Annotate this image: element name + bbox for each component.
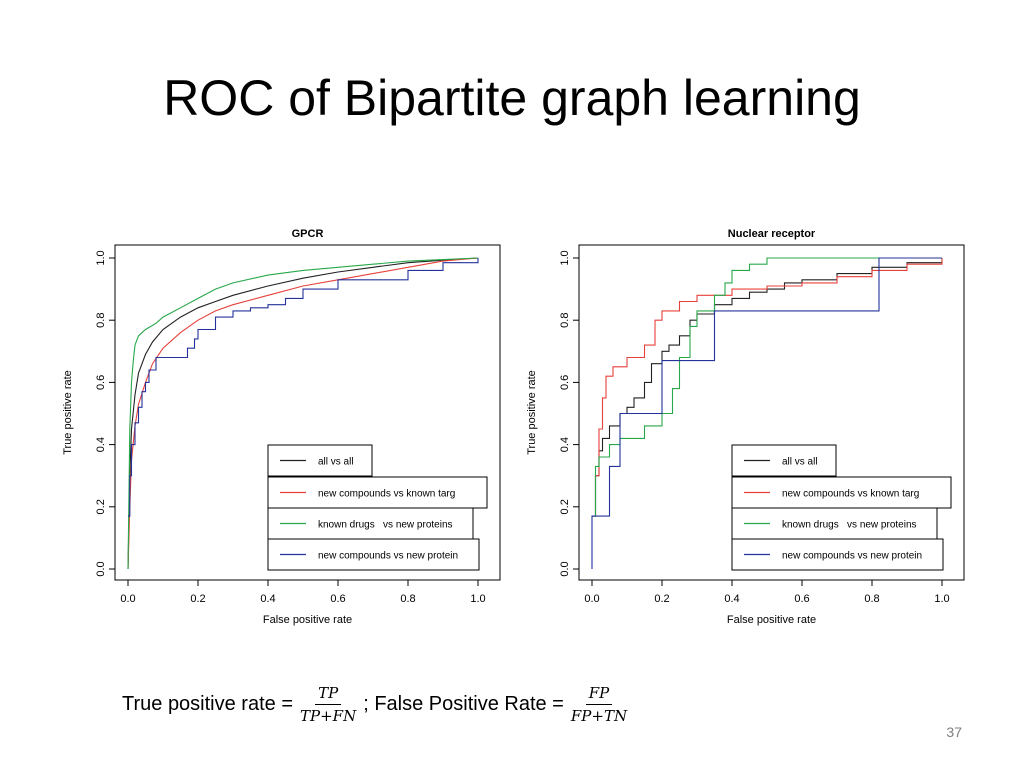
formula-separator: ; False Positive Rate = — [363, 692, 564, 715]
x-tick-label: 0.6 — [330, 593, 345, 605]
x-tick-label: 0.6 — [794, 593, 809, 605]
nuclear-receptor-svg: Nuclear receptor 0.0 0.2 0.4 0.6 0.8 1.0 0.0 0.2… — [526, 228, 965, 626]
legend-entry-new-compounds-vs-new-protein: new compounds vs new protein — [267, 538, 480, 571]
y-tick-label: 1.0 — [95, 250, 107, 265]
series-line-known-drugs-vs-new-proteins — [592, 257, 942, 517]
legend-label: known drugs vs new proteins — [782, 520, 917, 531]
chart-nuclear-receptor: Nuclear receptor 0.0 0.2 0.4 0.6 0.8 1.0 0.0 0.2… — [524, 220, 965, 640]
legend-entry-all-vs-all: all vs all — [731, 444, 837, 477]
x-tick-label: 0.8 — [400, 593, 415, 605]
y-tick-label: 0.8 — [559, 313, 571, 328]
tpr-numerator: TP — [315, 684, 342, 705]
legend-label: all vs all — [318, 457, 354, 468]
legend-label: all vs all — [782, 457, 818, 468]
y-tick-label: 0.2 — [559, 499, 571, 514]
x-axis-label: False positive rate — [727, 614, 816, 626]
series-line-known-drugs-vs-new-proteins — [127, 257, 479, 570]
y-tick-label: 0.8 — [95, 313, 107, 328]
series-line-new-compounds-vs-new-protein — [128, 258, 479, 517]
fpr-denominator: FP+TN — [570, 706, 628, 725]
x-tick-label: 0.0 — [584, 593, 599, 605]
y-tick-label: 0.6 — [95, 375, 107, 390]
legend-entry-new-compounds-vs-known-targ: new compounds vs known targ — [267, 476, 488, 509]
plot-frame — [578, 244, 965, 581]
y-tick-label: 1.0 — [559, 250, 571, 265]
y-tick-label: 0.6 — [559, 375, 571, 390]
legend-entry-new-compounds-vs-new-protein: new compounds vs new protein — [731, 538, 944, 571]
plot-frame — [114, 244, 501, 581]
chart-gpcr: GPCR 0.0 0.2 0.4 0.6 0.8 1.0 0.0 0.2 0.4 0.6 0.8 1.0… — [60, 220, 501, 640]
chart-title: Nuclear receptor — [728, 228, 816, 240]
gpcr-svg: GPCR 0.0 0.2 0.4 0.6 0.8 1.0 0.0 0.2 0.4 0.6 0.8 1.0… — [62, 228, 501, 626]
y-axis-label: True positive rate — [62, 370, 74, 455]
legend-label: new compounds vs new protein — [782, 551, 922, 562]
y-tick-label: 0.4 — [95, 437, 107, 452]
page-number: 37 — [946, 724, 962, 740]
legend-entry-known-drugs-vs-new-proteins: known drugs vs new proteins — [267, 507, 474, 540]
legend-label: known drugs vs new proteins — [318, 520, 453, 531]
y-tick-label: 0.2 — [95, 499, 107, 514]
rate-formula: True positive rate = TP TP+FN ; False Po… — [122, 676, 634, 732]
y-tick-label: 0.0 — [559, 561, 571, 576]
y-axis-label: True positive rate — [526, 370, 538, 455]
fpr-fraction: FP FP+TN — [568, 684, 630, 725]
legend-entry-known-drugs-vs-new-proteins: known drugs vs new proteins — [731, 507, 938, 540]
series-line-all-vs-all — [127, 257, 479, 570]
legend-label: new compounds vs known targ — [318, 489, 455, 500]
x-axis-label: False positive rate — [263, 614, 352, 626]
legend-entry-all-vs-all: all vs all — [267, 444, 373, 477]
x-tick-label: 1.0 — [470, 593, 485, 605]
fpr-numerator: FP — [585, 684, 613, 705]
x-tick-label: 0.2 — [654, 593, 669, 605]
legend-entry-new-compounds-vs-known-targ: new compounds vs known targ — [731, 476, 952, 509]
y-tick-label: 0.0 — [95, 561, 107, 576]
x-tick-label: 0.4 — [724, 593, 739, 605]
x-tick-label: 0.4 — [260, 593, 275, 605]
tpr-fraction: TP TP+FN — [297, 684, 359, 725]
legend-label: new compounds vs new protein — [318, 551, 458, 562]
series-line-new-compounds-vs-new-protein — [591, 257, 942, 569]
slide-title: ROC of Bipartite graph learning — [163, 70, 861, 126]
series-line-new-compounds-vs-known-targ — [592, 258, 943, 517]
x-tick-label: 0.8 — [864, 593, 879, 605]
x-tick-label: 1.0 — [934, 593, 949, 605]
x-tick-label: 0.0 — [120, 593, 135, 605]
chart-title: GPCR — [292, 228, 324, 240]
legend-label: new compounds vs known targ — [782, 489, 919, 500]
series-line-all-vs-all — [592, 258, 943, 517]
tpr-denominator: TP+FN — [300, 706, 357, 725]
tpr-label: True positive rate = — [122, 692, 294, 715]
y-tick-label: 0.4 — [559, 437, 571, 452]
x-tick-label: 0.2 — [190, 593, 205, 605]
